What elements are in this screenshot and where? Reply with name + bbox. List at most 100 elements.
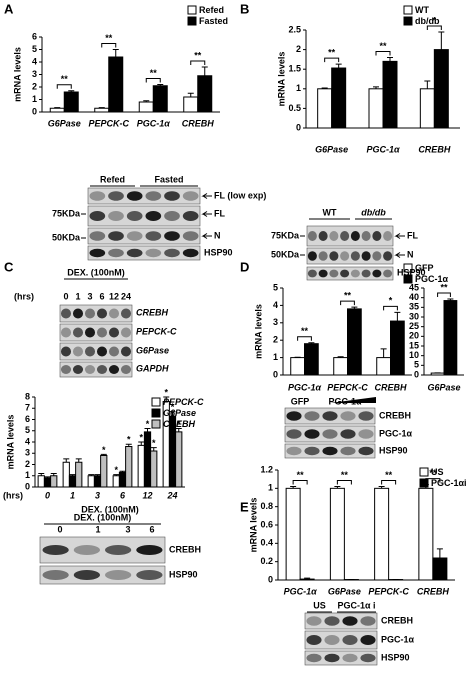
error-bar [436,548,443,558]
significance-bracket [101,43,117,48]
bar [419,88,435,129]
blot-band [383,231,393,241]
blot-band [372,269,382,278]
blot-band [306,653,322,663]
significance-bracket [56,84,72,89]
error-bar [119,470,126,473]
y-tick-label: 40 [409,292,419,302]
bar [374,487,390,581]
blot-band [120,308,132,319]
blot-band [322,429,338,439]
blot-band [340,429,356,439]
bar [143,431,152,488]
y-axis-label: mRNA levels [276,52,286,107]
legend-swatch [151,397,161,407]
legend-label: PEPCK-C [163,397,204,407]
significance: ** [379,41,387,51]
error-bar [337,356,344,358]
bar [376,357,391,376]
blot-band [120,346,132,357]
bar [183,96,199,113]
significance: * [102,445,106,455]
error-bar [94,474,101,476]
blot-band [340,269,350,278]
blot-band [182,231,199,241]
blot-band [120,365,132,374]
legend-swatch [403,263,413,273]
legend-label: G6Pase [163,408,196,418]
y-tick-label: 0.2 [260,556,273,566]
significance: * [389,296,393,306]
blot-band [42,545,69,555]
blot-band [72,346,84,357]
lane-label: 0 [57,524,62,534]
error-bar [187,92,194,97]
y-tick-label: 10 [409,350,419,360]
error-bar [100,453,107,456]
error-bar [438,31,445,50]
error-bar [54,107,61,109]
legend-swatch [419,467,429,477]
lane-label: 3 [125,524,130,534]
label-arrow [394,252,405,258]
bar [368,88,384,129]
blot-band [182,248,199,258]
error-bar [175,428,182,432]
size-marker: 50KDa [52,232,81,242]
y-tick-label: 6 [25,414,30,424]
blot-band [307,251,317,261]
y-tick-label: 1.2 [260,464,273,474]
x-tick-label: G6Pase [48,118,81,128]
bar [329,487,345,581]
y-tick-label: 0 [273,369,278,379]
dose-wedge [330,397,376,403]
label-arrow [201,193,212,199]
legend-label: PGC-1α [415,274,449,284]
legend-label: Refed [199,5,224,15]
blot-band [73,545,100,555]
bar [50,475,58,488]
bar [108,56,124,113]
y-tick-label: 15 [409,340,419,350]
blot-band [372,231,382,241]
bar [118,471,127,488]
blot-band [73,570,100,580]
bar [112,475,120,488]
blot-band [306,616,322,626]
significance-bracket [383,305,398,311]
error-bar [98,107,105,109]
blot-strip [306,247,394,265]
y-tick-label: 6 [32,31,37,41]
blot-band [108,231,124,241]
blot-band [340,231,350,241]
size-marker: 50KDa [271,249,300,259]
blot-band [60,308,72,319]
blot-band [105,545,132,555]
blot-band [306,635,322,645]
group-label: PGC-1α [328,396,362,406]
y-tick-label: 5 [273,282,278,292]
lane-label: 12 [109,291,119,301]
y-tick-label: 0 [268,574,273,584]
size-marker: 75KDa [52,208,81,218]
blot-band [358,411,374,421]
y-tick-label: 0.5 [288,103,301,113]
bar [390,320,405,376]
group-label: db/db [361,207,386,217]
error-bar [38,473,45,476]
significance: * [171,402,175,412]
blot-row-label: FL (low exp) [214,190,266,200]
blot-band [126,191,143,201]
blot-band [126,211,143,221]
blot-band [182,191,199,201]
blot-band [329,269,339,278]
y-tick-label: 0.8 [260,501,273,511]
panel-label: D [240,259,249,274]
bar [93,475,102,488]
y-tick-label: 20 [409,331,419,341]
panel-label: E [240,499,249,514]
significance-bracket [324,57,340,63]
panel-label: A [4,1,14,16]
legend-label: Fasted [199,16,228,26]
